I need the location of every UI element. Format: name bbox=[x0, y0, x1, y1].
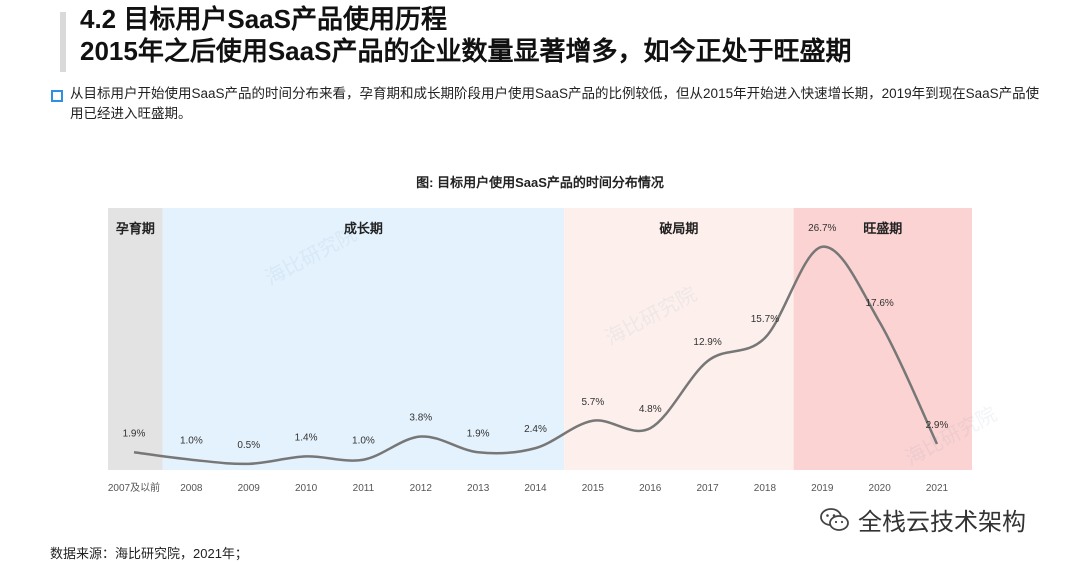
data-label: 1.9% bbox=[467, 428, 490, 439]
page-title: 4.2 目标用户SaaS产品使用历程 bbox=[80, 4, 447, 34]
series-line bbox=[133, 245, 939, 466]
x-tick-label: 2016 bbox=[639, 483, 662, 494]
data-label: 15.7% bbox=[751, 314, 779, 325]
bullet-square-icon bbox=[51, 90, 63, 102]
x-tick-label: 2008 bbox=[180, 483, 203, 494]
x-tick-label: 2013 bbox=[467, 483, 490, 494]
data-label: 4.8% bbox=[639, 404, 662, 415]
data-label: 17.6% bbox=[865, 298, 893, 309]
phase-band bbox=[162, 208, 565, 470]
data-label: 2.4% bbox=[524, 424, 547, 435]
phase-label: 成长期 bbox=[344, 221, 383, 236]
data-label: 1.0% bbox=[180, 436, 203, 447]
phase-label: 旺盛期 bbox=[863, 221, 902, 236]
x-tick-label: 2007及以前 bbox=[108, 481, 160, 494]
x-tick-label: 2019 bbox=[811, 483, 834, 494]
data-label: 1.9% bbox=[123, 428, 146, 439]
brand-name: 全栈云技术架构 bbox=[858, 509, 1026, 536]
x-tick-label: 2011 bbox=[353, 483, 375, 494]
data-label: 3.8% bbox=[409, 413, 432, 424]
title-accent-bar bbox=[60, 12, 66, 72]
x-tick-label: 2015 bbox=[582, 483, 605, 494]
data-label: 1.4% bbox=[295, 432, 318, 443]
x-tick-label: 2012 bbox=[410, 483, 433, 494]
x-tick-label: 2009 bbox=[238, 483, 261, 494]
data-label: 0.5% bbox=[237, 440, 260, 451]
data-label: 2.9% bbox=[926, 420, 949, 431]
phase-label: 破局期 bbox=[659, 221, 698, 236]
x-tick-label: 2017 bbox=[696, 483, 719, 494]
data-label: 5.7% bbox=[581, 397, 604, 408]
x-tick-label: 2018 bbox=[754, 483, 777, 494]
x-tick-label: 2021 bbox=[926, 483, 949, 494]
page-subtitle: 2015年之后使用SaaS产品的企业数量显著增多，如今正处于旺盛期 bbox=[80, 36, 852, 66]
chart-title: 图: 目标用户使用SaaS产品的时间分布情况 bbox=[416, 175, 664, 190]
phase-label: 孕育期 bbox=[116, 221, 155, 236]
wechat-icon bbox=[820, 507, 849, 531]
phase-band bbox=[564, 208, 794, 470]
data-label: 26.7% bbox=[808, 223, 836, 234]
x-tick-label: 2014 bbox=[524, 483, 547, 494]
phase-band bbox=[108, 208, 163, 470]
data-label: 12.9% bbox=[693, 337, 721, 348]
brand-watermark: 全栈云技术架构 bbox=[820, 502, 1026, 537]
phase-band bbox=[793, 208, 972, 470]
x-tick-label: 2020 bbox=[869, 483, 892, 494]
x-tick-label: 2010 bbox=[295, 483, 318, 494]
data-source-note: 数据来源：海比研究院，2021年； bbox=[50, 546, 248, 561]
description-text: 从目标用户开始使用SaaS产品的时间分布来看，孕育期和成长期阶段用户使用SaaS… bbox=[70, 86, 1040, 121]
data-label: 1.0% bbox=[352, 436, 375, 447]
